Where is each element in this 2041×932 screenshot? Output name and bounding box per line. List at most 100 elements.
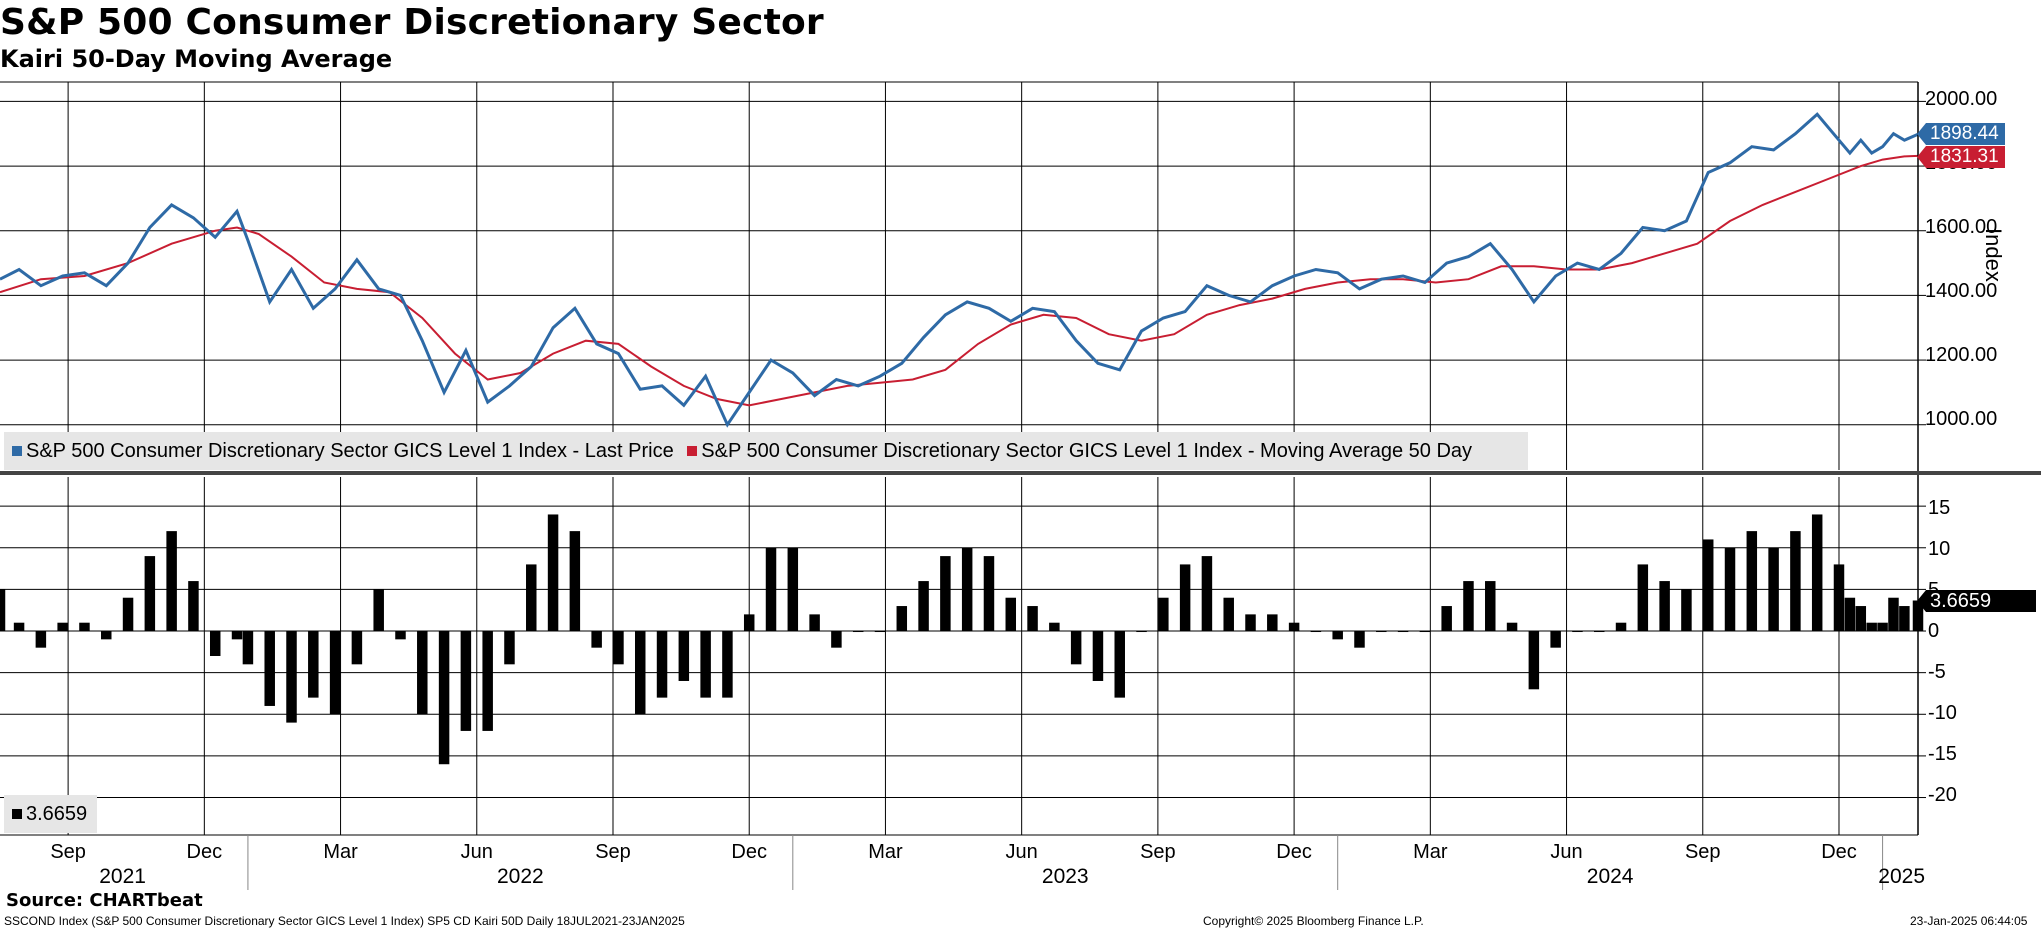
price-panel-grid xyxy=(0,82,1926,470)
y-tick-1200: 1200.00 xyxy=(1925,344,1998,366)
x-year-label: 2024 xyxy=(1586,865,1634,888)
x-month-label: Sep xyxy=(50,841,86,863)
kairi-bar xyxy=(1637,564,1649,632)
x-month-label: Sep xyxy=(595,841,631,863)
kairi-bar xyxy=(351,631,363,665)
kairi-bar xyxy=(1724,547,1736,632)
kairi-bar xyxy=(656,631,668,698)
kairi-bar xyxy=(1702,539,1714,632)
legend-ma-swatch xyxy=(687,446,698,456)
kairi-bar xyxy=(1899,606,1910,632)
kairi-bar xyxy=(122,597,134,632)
kairi-bar xyxy=(1659,581,1670,632)
legend-ma-label: S&P 500 Consumer Discretionary Sector GI… xyxy=(701,440,1473,462)
kairi-bar xyxy=(1419,631,1431,633)
kairi-last-tag: 3.6659 xyxy=(1917,590,2036,612)
kairi-bar xyxy=(1572,631,1583,633)
kairi-bar xyxy=(373,589,384,632)
x-year-label: 2021 xyxy=(99,865,146,888)
x-month-label: Mar xyxy=(868,841,903,863)
kairi-bar xyxy=(1092,631,1104,681)
kairi-bar xyxy=(1888,597,1899,632)
x-month-label: Mar xyxy=(323,841,358,863)
kairi-bar xyxy=(264,631,275,706)
kairi-bar xyxy=(166,531,177,632)
kairi-bar xyxy=(874,631,886,633)
kairi-tick-minus20: -20 xyxy=(1928,784,1957,806)
kairi-bar xyxy=(1844,597,1856,632)
legend-price-label: S&P 500 Consumer Discretionary Sector GI… xyxy=(26,440,674,462)
kairi-bar xyxy=(1027,606,1038,632)
kairi-bar xyxy=(787,547,799,632)
kairi-bar xyxy=(526,564,537,632)
kairi-bar xyxy=(460,631,472,731)
kairi-bar xyxy=(961,547,973,632)
legend-price-swatch xyxy=(12,446,22,456)
kairi-bar xyxy=(144,556,156,632)
kairi-bar xyxy=(482,631,493,731)
kairi-tick-10: 10 xyxy=(1928,538,1951,560)
y-tick-1000: 1000.00 xyxy=(1925,408,1998,430)
legend-kairi-label: 3.6659 xyxy=(26,803,88,825)
kairi-bar xyxy=(1550,631,1561,648)
kairi-bar xyxy=(1866,622,1877,632)
last-price-line xyxy=(0,112,1919,428)
kairi-bar xyxy=(188,581,199,632)
kairi-bar xyxy=(765,547,777,632)
kairi-bar xyxy=(1201,556,1213,632)
kairi-bar xyxy=(209,631,221,656)
kairi-bar xyxy=(940,556,951,632)
x-month-label: Sep xyxy=(1684,841,1721,863)
kairi-bar xyxy=(1245,614,1256,632)
kairi-bar xyxy=(613,631,624,665)
y-axis-label: Index xyxy=(1981,228,2006,282)
x-year-label: 2023 xyxy=(1041,865,1089,888)
x-month-label: Jun xyxy=(1550,841,1583,863)
kairi-bar xyxy=(1354,631,1365,648)
kairi-tick-0: 0 xyxy=(1928,620,1940,642)
x-year-label: 2025 xyxy=(1878,865,1925,888)
kairi-bar xyxy=(1746,531,1758,632)
kairi-bar xyxy=(1332,631,1343,640)
kairi-bar xyxy=(1790,531,1801,632)
kairi-bar xyxy=(1049,622,1060,632)
chart-subtitle: Kairi 50-Day Moving Average xyxy=(0,45,393,73)
kairi-bar xyxy=(242,631,254,665)
kairi-bar xyxy=(1288,622,1300,632)
kairi-bar xyxy=(1005,597,1017,632)
kairi-bar xyxy=(417,631,428,715)
kairi-bar xyxy=(722,631,733,698)
x-month-label: Jun xyxy=(1005,841,1038,863)
chart-frame xyxy=(0,81,2041,890)
kairi-bar xyxy=(35,631,47,648)
timestamp: 23-Jan-2025 06:44:05 xyxy=(1910,914,2028,928)
kairi-bar xyxy=(1310,631,1322,633)
last-price-tag: 1898.44 xyxy=(1917,123,2005,145)
kairi-bar xyxy=(591,631,602,648)
kairi-bar xyxy=(57,622,68,632)
kairi-tick-minus10: -10 xyxy=(1928,702,1957,724)
kairi-bar xyxy=(0,589,6,632)
kairi-bar xyxy=(1615,622,1627,632)
kairi-bar xyxy=(1855,606,1867,632)
moving-average-line xyxy=(0,154,1919,407)
kairi-tick-minus5: -5 xyxy=(1928,661,1946,683)
y-tick-1400: 1400.00 xyxy=(1925,280,1998,302)
kairi-bar xyxy=(1877,622,1888,632)
source-note: Source: CHARTbeat xyxy=(6,890,203,911)
kairi-bar xyxy=(1158,597,1169,632)
kairi-bar xyxy=(504,631,515,665)
kairi-bar xyxy=(1376,631,1387,633)
kairi-bar xyxy=(1528,631,1540,690)
x-month-label: Dec xyxy=(186,841,223,863)
y-tick-2000: 2000.00 xyxy=(1925,88,1998,110)
chart-title: S&P 500 Consumer Discretionary Sector xyxy=(0,2,824,43)
kairi-bar xyxy=(547,514,559,632)
copyright: Copyright© 2025 Bloomberg Finance L.P. xyxy=(1203,914,1424,928)
kairi-bar xyxy=(1136,631,1147,633)
kairi-bar xyxy=(1593,631,1605,633)
kairi-bar xyxy=(809,614,820,632)
kairi-bar xyxy=(700,631,711,698)
kairi-bar xyxy=(678,631,690,681)
kairi-bar xyxy=(101,631,112,640)
